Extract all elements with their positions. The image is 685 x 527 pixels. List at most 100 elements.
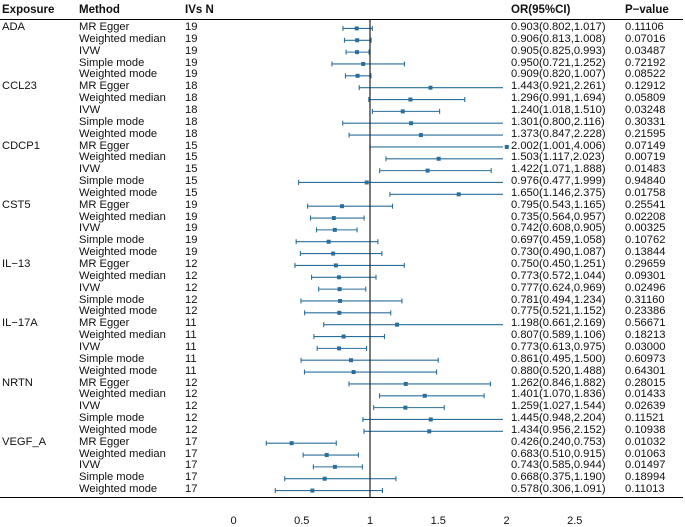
table-row: Weighted median 15 1.503(1.117,2.023) 0.007… [0,150,685,165]
ivs-n-value: 19 [185,56,198,69]
or-ci-value: 0.795(0.543,1.165) [511,198,606,211]
or-ci-value: 1.401(1.070,1.836) [511,388,606,401]
ivs-n-value: 11 [185,340,197,353]
or-point [395,322,400,327]
p-value: 0.01433 [625,388,666,401]
p-value: 0.07149 [625,139,666,152]
p-value: 0.02639 [625,400,666,413]
method-label: Weighted median [79,210,166,223]
or-point [332,227,337,232]
table-row: IVW 19 0.905(0.825,0.993) 0.03487 [0,44,685,59]
p-value: 0.01497 [625,459,666,472]
or-point [361,61,366,66]
method-label: MR Egger [79,198,130,211]
or-point [422,393,427,398]
table-row: IVW 19 0.742(0.608,0.905) 0.00325 [0,221,685,236]
p-value: 0.25541 [625,198,666,211]
or-point [331,216,336,221]
header-or-ci: OR(95%CI) [511,4,571,16]
or-ci-value: 0.781(0.494,1.234) [511,293,606,306]
method-label: Weighted mode [79,423,158,436]
or-point [400,109,405,114]
or-ci-value: 0.861(0.495,1.500) [511,352,606,365]
exposure-label: CCL23 [2,80,37,93]
x-tick-label: 2 [503,515,509,527]
or-point [324,453,329,458]
ivs-n-value: 15 [185,175,198,188]
table-row: Simple mode 19 0.950(0.721,1.252) 0.72192 [0,56,685,71]
or-point [428,85,433,90]
table-row: IVW 15 1.422(1.071,1.888) 0.01483 [0,162,685,177]
or-point [333,263,338,268]
table-row: Simple mode 18 1.301(0.800,2.116) 0.30331 [0,115,685,130]
table-row: Simple mode 12 1.445(0.948,2.204) 0.11521 [0,411,685,426]
method-label: Weighted median [79,269,166,282]
or-point [337,275,342,280]
p-value: 0.00719 [625,151,666,164]
p-value: 0.56671 [625,317,666,330]
or-ci-value: 0.777(0.624,0.969) [511,281,606,294]
ivs-n-value: 17 [185,447,198,460]
method-label: IVW [79,103,101,116]
or-ci-value: 0.880(0.520,1.488) [511,364,606,377]
or-ci-value: 0.950(0.721,1.252) [511,56,606,69]
p-value: 0.23386 [625,305,666,318]
method-label: Simple mode [79,115,145,128]
or-ci-value: 0.750(0.450,1.251) [511,258,606,270]
table-row: Weighted median 19 0.906(0.813,1.008) 0.070… [0,32,685,47]
or-point [427,429,432,434]
or-ci-value: 1.443(0.921,2.261) [511,80,606,93]
or-point [428,417,433,422]
method-label: Weighted mode [79,305,158,318]
ivs-n-value: 19 [185,234,198,247]
ivs-n-value: 12 [185,293,198,306]
or-point [322,476,327,481]
method-label: Weighted mode [79,246,158,259]
ivs-n-value: 11 [185,329,197,342]
ivs-n-value: 19 [185,44,198,57]
table-row: CST5 MR Egger 19 0.795(0.543,1.165) 0.25541 [0,198,685,213]
method-label: Simple mode [79,471,145,484]
table-row: Weighted mode 19 0.909(0.820,1.007) 0.08522 [0,67,685,82]
ivs-n-value: 15 [185,163,198,176]
table-row: NRTN MR Egger 12 1.262(0.846,1.882) 0.28015 [0,376,685,391]
or-ci-value: 0.742(0.608,0.905) [511,222,606,235]
x-tick-label: 2.5 [567,515,582,527]
or-ci-value: 1.503(1.117,2.023) [511,151,605,164]
method-label: Simple mode [79,293,145,306]
table-row: Weighted mode 11 0.880(0.520,1.488) 0.64301 [0,364,685,379]
p-value: 0.64301 [625,364,666,377]
or-ci-value: 1.262(0.846,1.882) [511,376,606,389]
x-tick-label: 0.5 [294,515,309,527]
x-tick-label: 1 [367,515,373,527]
or-point [340,204,345,209]
ivs-n-value: 17 [185,483,198,496]
or-point [364,180,369,185]
method-label: MR Egger [79,376,130,389]
or-ci-value: 0.976(0.477,1.999) [511,175,606,188]
ivs-n-value: 12 [185,258,198,270]
method-label: Weighted median [79,151,166,164]
or-point [456,192,461,197]
method-label: Weighted mode [79,127,158,140]
method-label: Weighted median [79,92,166,105]
x-tick-label: 1.5 [431,515,446,527]
method-label: IVW [79,222,101,235]
header-top-rule [0,19,683,20]
ivs-n-value: 11 [185,352,197,365]
ivs-n-value: 11 [185,364,197,377]
table-row: Weighted mode 18 1.373(0.847,2.228) 0.21595 [0,127,685,142]
or-ci-value: 0.683(0.510,0.915) [511,447,606,460]
ivs-n-value: 11 [185,317,197,330]
method-label: MR Egger [79,435,130,448]
or-ci-value: 1.422(1.071,1.888) [511,163,606,176]
table-row: CDCP1 MR Egger 15 2.002(1.001,4.006) 0.07149 [0,139,685,154]
or-point [504,144,509,149]
or-ci-value: 1.259(1.027,1.544) [511,400,606,413]
table-row: Weighted mode 19 0.730(0.490,1.087) 0.13844 [0,245,685,260]
or-ci-value: 0.773(0.613,0.975) [511,340,606,353]
or-ci-value: 1.373(0.847,2.228) [511,127,606,140]
method-label: IVW [79,400,101,413]
or-ci-value: 1.445(0.948,2.204) [511,412,606,425]
exposure-label: IL−17A [2,317,38,330]
